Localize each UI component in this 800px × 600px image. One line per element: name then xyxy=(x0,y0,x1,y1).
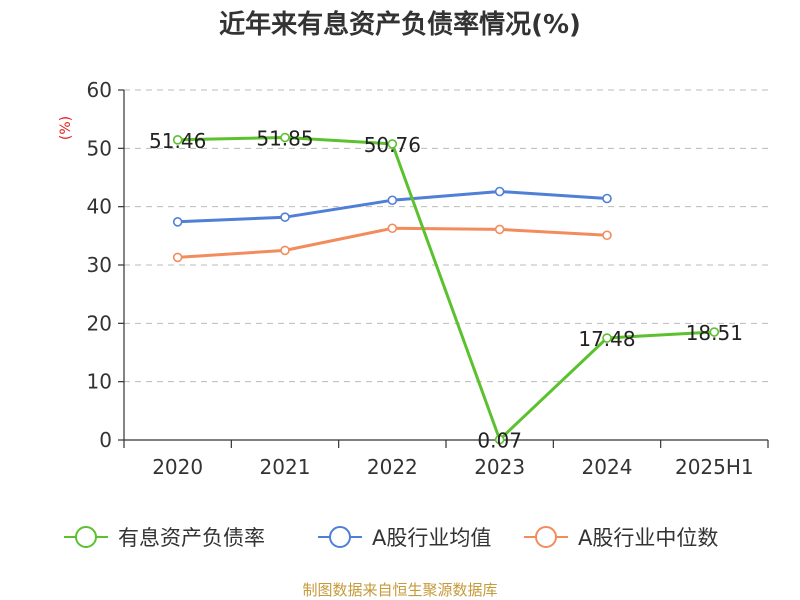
data-point xyxy=(494,186,505,197)
x-tick-label: 2020 xyxy=(152,455,203,479)
y-tick-label: 20 xyxy=(87,311,112,335)
data-point xyxy=(602,193,612,204)
legend-swatch-marker xyxy=(329,526,351,548)
y-tick-label: 50 xyxy=(87,136,112,160)
data-point xyxy=(280,245,290,256)
legend-label: A股行业中位数 xyxy=(578,526,718,550)
data-label: 50.76 xyxy=(364,133,421,157)
data-label: 18.51 xyxy=(686,321,743,345)
data-point xyxy=(280,212,290,222)
data-point xyxy=(280,132,290,143)
data-point xyxy=(709,327,720,337)
data-label: 17.48 xyxy=(578,327,635,351)
data-point xyxy=(172,252,183,263)
legend-item[interactable]: A股行业中位数 xyxy=(524,526,718,550)
series-group xyxy=(172,132,720,445)
data-point xyxy=(172,135,183,145)
legend-swatch-marker xyxy=(535,526,557,548)
data-point xyxy=(172,217,183,227)
x-tick-label: 2024 xyxy=(582,455,633,479)
x-tick-label: 2023 xyxy=(474,455,525,479)
series-line xyxy=(176,136,716,442)
x-tick-label: 2025H1 xyxy=(675,455,754,479)
chart-title: 近年来有息资产负债率情况(%) xyxy=(219,9,581,40)
legend[interactable]: 有息资产负债率 A股行业均值 A股行业中位数 xyxy=(64,526,718,550)
y-tick-label: 30 xyxy=(87,253,112,277)
data-point xyxy=(387,195,398,206)
data-point xyxy=(387,139,398,149)
y-tick-label: 60 xyxy=(87,78,112,102)
y-tick-label: 10 xyxy=(87,370,112,394)
x-tick-label: 2021 xyxy=(260,455,311,479)
y-axis-unit: (%) xyxy=(58,116,74,140)
x-tick-label: 2022 xyxy=(367,455,418,479)
data-point xyxy=(602,230,612,241)
legend-label: 有息资产负债率 xyxy=(118,526,265,550)
axes: 0 10 20 30 40 50 60 2020 2021 2022 2023 2024 2025H1 xyxy=(87,78,769,479)
legend-swatch-marker xyxy=(75,526,97,548)
data-label: 51.46 xyxy=(149,129,206,153)
y-tick-label: 0 xyxy=(99,428,112,452)
legend-label: A股行业均值 xyxy=(372,526,491,550)
source-note: 制图数据来自恒生聚源数据库 xyxy=(302,581,497,599)
data-point xyxy=(494,224,505,235)
data-label: 0.07 xyxy=(477,429,522,453)
data-point xyxy=(494,434,505,445)
data-label: 51.85 xyxy=(256,127,313,151)
grid-lines xyxy=(124,89,768,383)
y-tick-label: 40 xyxy=(87,195,112,219)
data-point xyxy=(387,223,398,234)
data-point xyxy=(602,333,612,343)
legend-item[interactable]: 有息资产负债率 xyxy=(64,526,265,550)
data-labels: 51.46 51.85 50.76 0.07 17.48 18.51 xyxy=(149,127,743,453)
legend-item[interactable]: A股行业均值 xyxy=(318,526,491,550)
